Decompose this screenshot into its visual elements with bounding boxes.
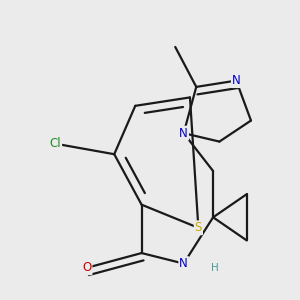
Text: N: N xyxy=(179,257,188,270)
Text: S: S xyxy=(195,221,202,234)
Text: N: N xyxy=(232,74,241,87)
Text: O: O xyxy=(82,261,92,274)
Text: N: N xyxy=(179,127,188,140)
Text: H: H xyxy=(211,263,219,273)
Text: Cl: Cl xyxy=(50,137,61,150)
